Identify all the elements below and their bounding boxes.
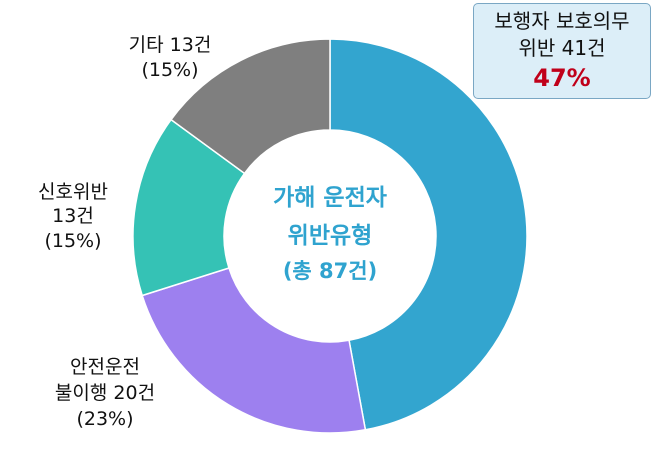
callout-line-2: 위반 41건 (518, 36, 606, 60)
slice-safe-driving (141, 267, 367, 434)
center-total: (총 87건) (283, 259, 377, 283)
label-signal-line-2: 13건 (52, 205, 94, 227)
label-signal-line-3: (15%) (44, 230, 101, 252)
center-title-line-1: 가해 운전자 (273, 185, 387, 211)
label-safe-driving-line-1: 안전운전 (70, 356, 140, 378)
label-signal-line-1: 신호위반 (38, 181, 108, 203)
label-etc-line-2: (15%) (141, 59, 198, 81)
callout-percent: 47% (533, 64, 591, 92)
pedestrian-protection-callout: 보행자 보호의무 위반 41건 47% (473, 3, 651, 99)
slice-etc (169, 38, 331, 175)
slice-pedestrian-protection (329, 38, 528, 431)
center-title-line-2: 위반유형 (288, 223, 373, 249)
label-safe-driving-line-2: 불이행 20건 (55, 382, 155, 404)
callout-line-1: 보행자 보호의무 (494, 9, 630, 33)
donut-slices (132, 38, 528, 434)
label-safe-driving-line-3: (23%) (76, 408, 133, 430)
label-etc-line-1: 기타 13건 (129, 34, 212, 56)
